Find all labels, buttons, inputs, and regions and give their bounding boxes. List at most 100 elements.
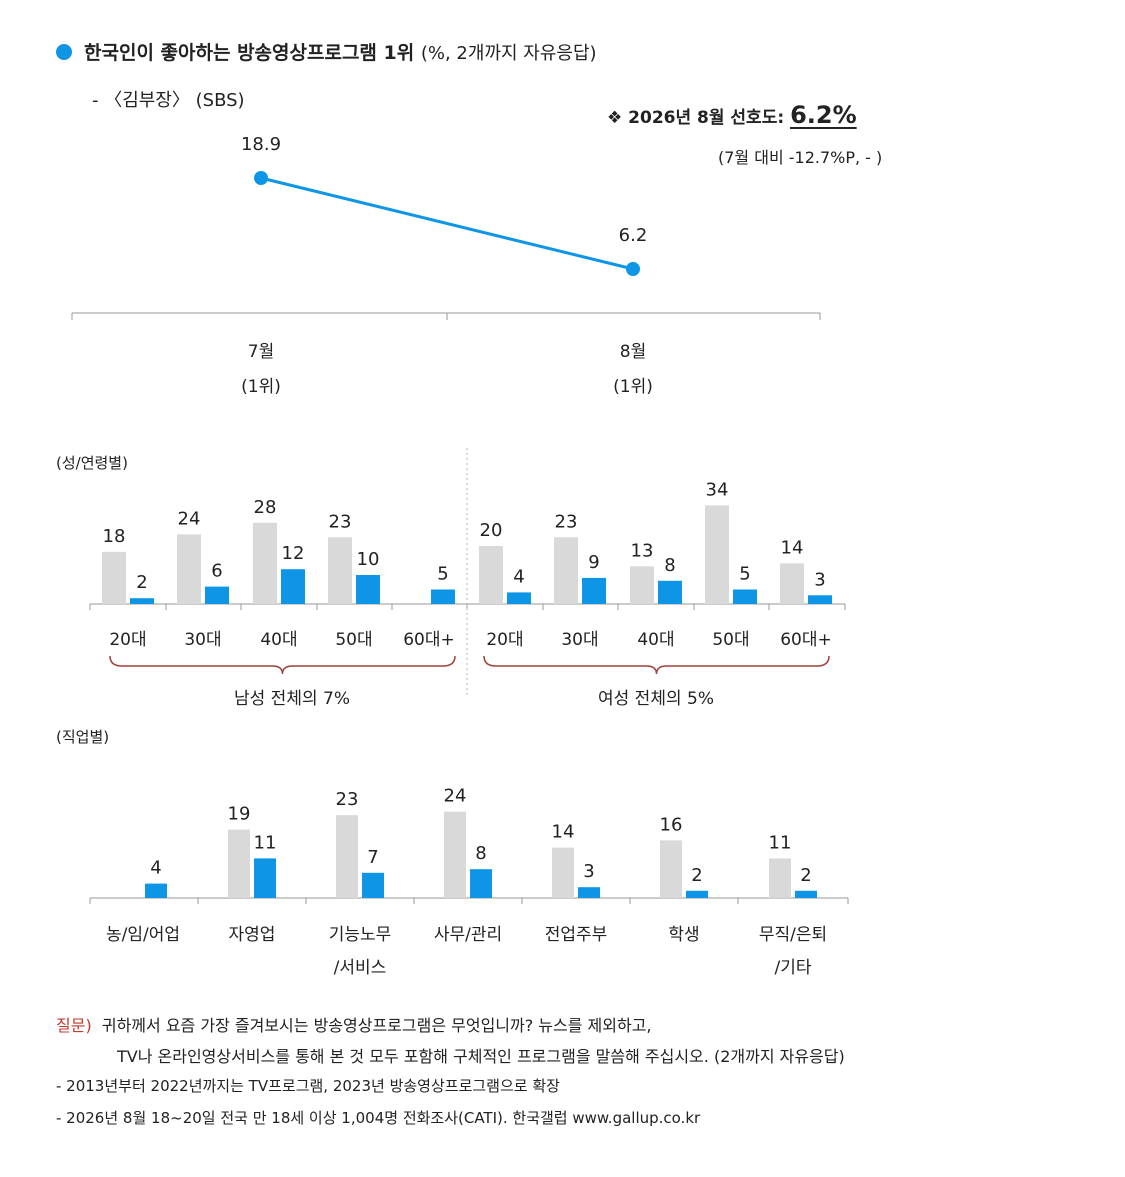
job-data-label-s0-2: 23 xyxy=(336,789,359,810)
question-line-2: TV나 온라인영상서비스를 통해 본 것 모두 포함해 구체적인 프로그램을 말… xyxy=(117,1047,845,1066)
job-data-label-s0-6: 11 xyxy=(769,832,792,853)
age-x-label-3: 50대 xyxy=(335,630,372,650)
charts-canvas: 18.97월(1위)6.28월(1위)(성/연령별)18220대24630대28… xyxy=(56,134,849,978)
male-group-brace xyxy=(109,655,456,675)
age-data-label-s0-9: 14 xyxy=(781,537,804,558)
age-data-label-s1-8: 5 xyxy=(739,564,750,585)
question-text-1: 귀하께서 요즘 가장 즐겨보시는 방송영상프로그램은 무엇입니까? 뉴스를 제외… xyxy=(101,1016,652,1035)
age-data-label-s0-1: 24 xyxy=(178,508,201,529)
age-data-label-s1-5: 4 xyxy=(513,566,524,587)
age-x-label-8: 50대 xyxy=(712,630,749,650)
line-point-1 xyxy=(626,262,640,276)
age-x-label-0: 20대 xyxy=(109,630,146,650)
age-data-label-s1-9: 3 xyxy=(814,569,825,590)
job-bar-s1-5 xyxy=(686,890,708,898)
job-x-label-4: 전업주부 xyxy=(545,925,608,945)
title-note: (%, 2개까지 자유응답) xyxy=(420,43,597,64)
line-data-label-0: 18.9 xyxy=(241,134,281,155)
age-bar-s1-8 xyxy=(733,589,757,604)
preference-value: 6.2% xyxy=(790,101,857,129)
age-section-label: (성/연령별) xyxy=(56,454,128,472)
job-data-label-s0-1: 19 xyxy=(228,804,251,825)
footnote-1: - 2013년부터 2022년까지는 TV프로그램, 2023년 방송영상프로그… xyxy=(56,1077,560,1095)
job-x-label-5: 학생 xyxy=(668,925,699,945)
age-bar-s1-9 xyxy=(808,595,832,604)
job-bar-s0-5 xyxy=(660,840,682,898)
job-data-label-s1-3: 8 xyxy=(475,843,486,864)
age-bar-s1-7 xyxy=(658,580,682,604)
age-data-label-s1-6: 9 xyxy=(588,552,599,573)
age-data-label-s0-0: 18 xyxy=(103,526,126,547)
age-data-label-s0-6: 23 xyxy=(555,511,578,532)
age-bar-s0-8 xyxy=(705,505,729,604)
job-bar-s1-4 xyxy=(578,887,600,898)
age-x-label-4: 60대+ xyxy=(403,630,455,650)
female-group-label: 여성 전체의 5% xyxy=(598,689,714,709)
age-x-label-1: 30대 xyxy=(184,630,221,650)
age-bar-s1-0 xyxy=(130,598,154,604)
age-x-label-6: 30대 xyxy=(561,630,598,650)
job-x-label-6: 무직/은퇴 xyxy=(759,925,827,945)
title-bullet-icon xyxy=(56,44,72,60)
age-data-label-s0-2: 28 xyxy=(254,497,277,518)
program-name: - 〈김부장〉 (SBS) xyxy=(92,90,245,111)
line-series xyxy=(260,176,634,271)
line-x-sublabel-0: (1위) xyxy=(241,377,281,397)
job-data-label-s0-3: 24 xyxy=(444,786,467,807)
age-bar-s1-4 xyxy=(431,589,455,604)
age-data-label-s1-4: 5 xyxy=(437,564,448,585)
age-bar-s0-7 xyxy=(630,566,654,604)
age-data-label-s1-7: 8 xyxy=(664,555,675,576)
preference-change: (7월 대비 -12.7%P, - ) xyxy=(718,148,883,167)
age-bar-s1-1 xyxy=(205,586,229,604)
job-data-label-s0-5: 16 xyxy=(660,814,683,835)
job-x-label-1: 자영업 xyxy=(229,925,276,945)
footnote-2: - 2026년 8월 18~20일 전국 만 18세 이상 1,004명 전화조… xyxy=(56,1109,701,1127)
job-bar-s0-4 xyxy=(552,847,574,898)
job-data-label-s1-2: 7 xyxy=(367,847,378,868)
age-bar-s0-5 xyxy=(479,546,503,604)
female-group-brace xyxy=(483,655,830,675)
job-bar-s0-3 xyxy=(444,811,466,898)
job-data-label-s1-1: 11 xyxy=(254,832,277,853)
age-data-label-s0-5: 20 xyxy=(480,520,503,541)
job-bar-s0-1 xyxy=(228,829,250,898)
age-data-label-s0-3: 23 xyxy=(329,511,352,532)
job-x-label-3: 사무/관리 xyxy=(434,925,502,945)
age-data-label-s1-3: 10 xyxy=(357,549,380,570)
age-x-label-2: 40대 xyxy=(260,630,297,650)
line-x-sublabel-1: (1위) xyxy=(613,377,653,397)
question-line-1: 질문) 귀하께서 요즘 가장 즐겨보시는 방송영상프로그램은 무엇입니까? 뉴스… xyxy=(56,1012,652,1036)
job-x-label-2: 기능노무 xyxy=(329,925,392,945)
line-point-0 xyxy=(254,171,268,185)
job-data-label-s1-5: 2 xyxy=(691,865,702,886)
age-bar-s0-2 xyxy=(253,522,277,604)
age-x-label-7: 40대 xyxy=(637,630,674,650)
age-x-label-5: 20대 xyxy=(486,630,523,650)
job-bar-s1-3 xyxy=(470,869,492,898)
line-x-label-1: 8월 xyxy=(620,342,646,362)
age-bar-s0-3 xyxy=(328,537,352,604)
job-bar-s0-6 xyxy=(769,858,791,898)
job-data-label-s0-4: 14 xyxy=(552,822,575,843)
age-bar-s0-1 xyxy=(177,534,201,604)
job-bar-s1-6 xyxy=(795,890,817,898)
age-x-label-9: 60대+ xyxy=(780,630,832,650)
age-bar-s0-6 xyxy=(554,537,578,604)
job-x-label-0: 농/임/어업 xyxy=(106,925,180,945)
age-bar-s0-9 xyxy=(780,563,804,604)
job-data-label-s1-0: 4 xyxy=(150,858,161,879)
job-bar-s1-2 xyxy=(362,872,384,898)
chart-title: 한국인이 좋아하는 방송영상프로그램 1위 (%, 2개까지 자유응답) xyxy=(84,38,597,65)
question-prefix: 질문) xyxy=(56,1016,92,1035)
age-data-label-s1-0: 2 xyxy=(136,572,147,593)
preference-label: ❖ 2026년 8월 선호도: xyxy=(607,108,785,128)
title-text: 한국인이 좋아하는 방송영상프로그램 1위 xyxy=(84,42,415,64)
job-bar-s0-2 xyxy=(336,815,358,898)
age-bar-s1-3 xyxy=(356,575,380,604)
job-section-label: (직업별) xyxy=(56,728,109,746)
age-bar-s0-0 xyxy=(102,551,126,604)
age-data-label-s1-1: 6 xyxy=(211,561,222,582)
job-bar-s1-0 xyxy=(145,883,167,898)
male-group-label: 남성 전체의 7% xyxy=(234,689,350,709)
